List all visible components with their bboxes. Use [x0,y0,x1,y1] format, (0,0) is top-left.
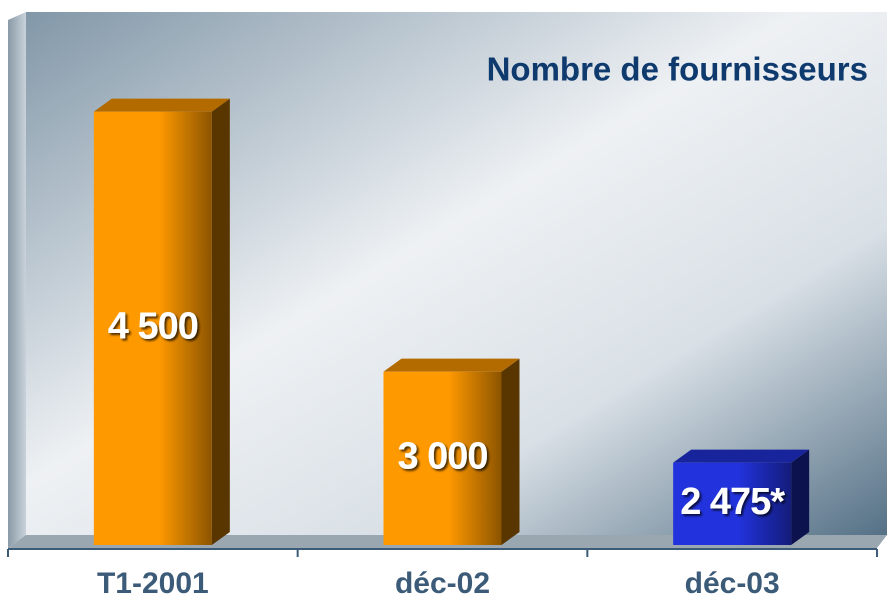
bar-top [93,98,230,112]
side-wall [8,12,26,548]
bar [673,449,810,545]
x-tick-label: déc-02 [395,567,490,600]
bar-front [383,371,502,545]
value-label: 2 475* [680,481,785,523]
value-label: 3 000 [397,435,487,477]
bar-top [673,449,810,463]
x-tick-label: T1-2001 [97,567,209,600]
bar [93,98,230,546]
bar-side [791,449,810,545]
value-label: 4 500 [108,305,198,347]
x-tick-label: déc-03 [685,567,780,600]
bar-side [211,98,230,546]
chart-title: Nombre de fournisseurs [487,51,868,88]
bar-front [93,111,212,546]
bar-front [673,462,792,545]
bar-side [501,358,520,545]
bar-top [383,358,520,372]
bar [383,358,520,545]
